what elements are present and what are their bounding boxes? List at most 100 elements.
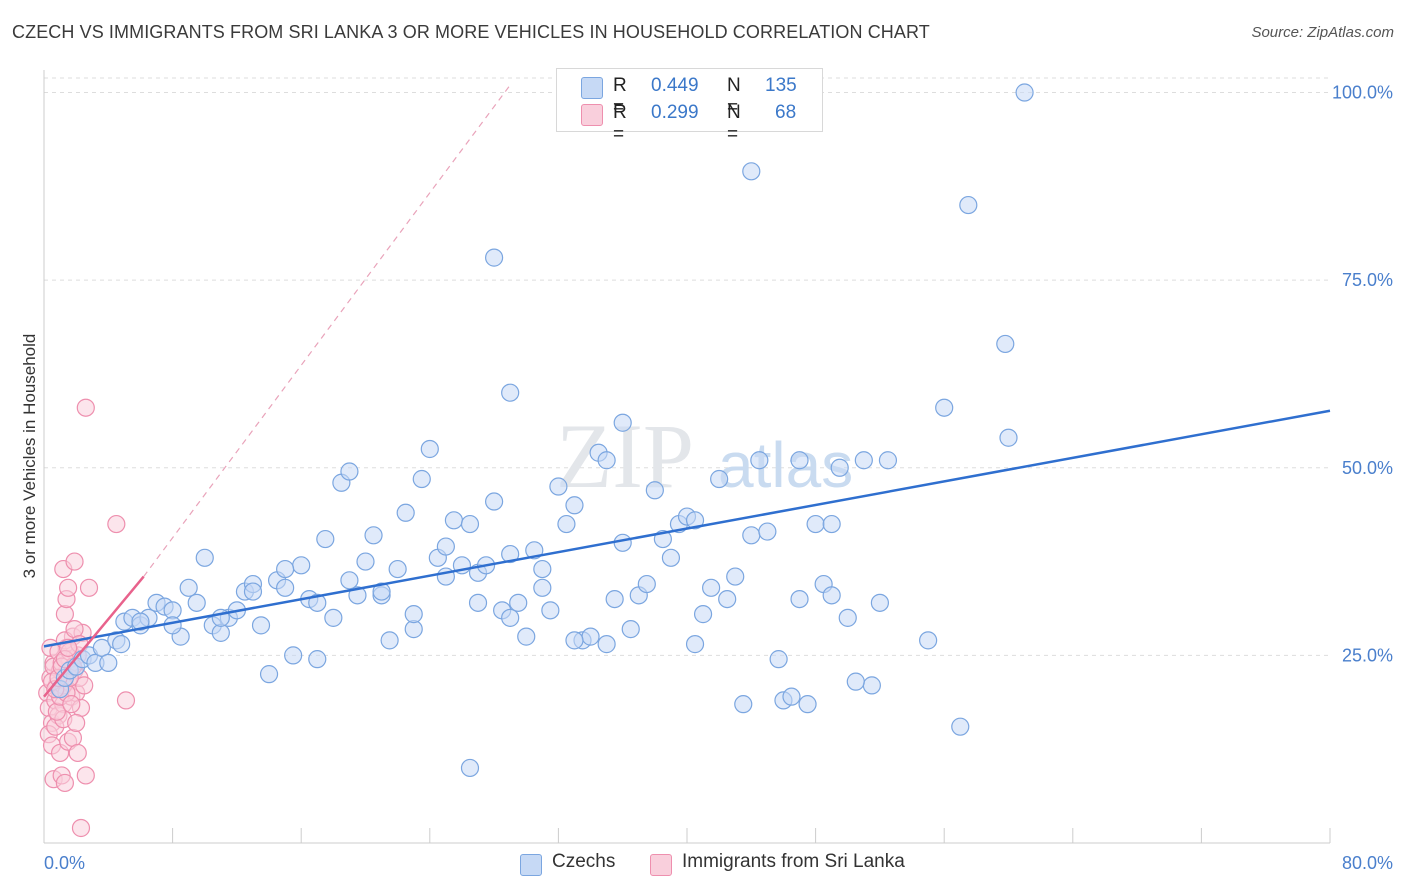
sri-lanka-point — [107, 514, 126, 534]
czech-point — [838, 608, 857, 627]
czech-point — [187, 593, 206, 612]
sri-lanka-trend-line — [43, 575, 145, 698]
czech-point — [613, 533, 632, 552]
czech-point — [243, 582, 263, 601]
sri-lanka-point — [65, 552, 84, 571]
sri-lanka-point — [76, 766, 95, 785]
axes: 0.0% 80.0% 3 or more Vehicles in Househo… — [20, 70, 1393, 873]
czech-point — [92, 638, 111, 657]
series-legend: Czechs Immigrants from Sri Lanka — [0, 851, 1406, 879]
czech-point — [742, 526, 761, 545]
gridlines: 25.0% 50.0% 75.0% 100.0% — [44, 77, 1393, 665]
czech-point — [710, 469, 729, 489]
czech-point — [661, 548, 681, 567]
sri-lanka-point — [65, 620, 84, 639]
czech-point — [396, 503, 415, 522]
czech-point — [340, 571, 359, 590]
czech-point — [734, 695, 753, 714]
czech-point — [468, 593, 488, 612]
czech-point — [533, 559, 552, 579]
sri-lanka-point — [62, 695, 81, 714]
chart-title: CZECH VS IMMIGRANTS FROM SRI LANKA 3 OR … — [12, 22, 930, 42]
czech-point — [436, 537, 455, 556]
czech-point — [195, 548, 214, 567]
sri-lanka-r-label: R = — [613, 102, 627, 145]
czech-point — [637, 574, 656, 594]
czech-point — [951, 717, 970, 736]
source-credit: Source: ZipAtlas.com — [1251, 24, 1394, 41]
sri-lanka-point — [116, 691, 136, 710]
czech-point — [862, 676, 881, 695]
czech-legend-swatch — [520, 854, 542, 876]
sri-lanka-point — [55, 773, 74, 793]
czech-point — [822, 514, 841, 534]
czech-point — [742, 162, 761, 181]
czech-point — [919, 631, 938, 650]
czech-r-value: 0.449 — [651, 75, 699, 96]
czech-point — [878, 451, 898, 470]
sri-lanka-point — [76, 398, 95, 417]
y-tick-label: 50.0% — [1342, 458, 1393, 478]
czech-point — [517, 627, 536, 646]
sri-lanka-r-value: 0.299 — [651, 102, 699, 123]
sri-lanka-point — [71, 818, 91, 838]
czech-point — [782, 687, 801, 706]
czech-point — [613, 413, 632, 432]
czech-point — [364, 526, 383, 545]
czech-point — [822, 586, 841, 605]
czech-point — [284, 646, 303, 665]
czech-point — [533, 578, 552, 597]
czech-point — [179, 578, 198, 597]
y-axis-label: 3 or more Vehicles in Household — [20, 334, 39, 579]
x-tick-label-min: 0.0% — [44, 853, 85, 873]
czech-point — [726, 567, 745, 586]
czech-point — [412, 469, 431, 489]
czech-point — [999, 428, 1018, 447]
y-tick-label: 75.0% — [1342, 270, 1393, 290]
sri-lanka-point — [67, 713, 86, 733]
czech-point — [645, 481, 664, 500]
czech-point — [549, 477, 568, 496]
czech-point — [769, 650, 788, 669]
czech-point — [565, 496, 584, 515]
sri-lanka-point — [75, 676, 94, 695]
sri-lanka-n-value: 68 — [775, 102, 797, 123]
sri-lanka-point — [68, 743, 87, 763]
sri-lanka-point — [63, 728, 83, 748]
sri-lanka-point — [55, 605, 74, 624]
czech-legend-label: Czechs — [552, 851, 616, 872]
czech-point — [854, 451, 873, 470]
czech-point — [597, 635, 616, 654]
czech-point — [830, 458, 849, 477]
czech-point — [685, 511, 705, 530]
czech-point — [758, 522, 777, 541]
czech-points — [50, 83, 1034, 778]
sri-lanka-swatch — [581, 104, 603, 126]
czech-point — [702, 578, 721, 597]
czech-point — [790, 451, 809, 470]
czech-point — [935, 398, 954, 417]
czech-n-value: 135 — [765, 75, 797, 96]
czech-swatch — [581, 77, 603, 99]
czech-point — [276, 578, 295, 597]
sri-lanka-trend-extrapolation — [143, 84, 511, 577]
czech-point — [541, 601, 560, 620]
x-tick-label-max: 80.0% — [1342, 853, 1393, 873]
watermark-atlas: atlas — [718, 429, 853, 501]
czech-point — [509, 593, 528, 612]
czech-point — [996, 334, 1015, 354]
y-tick-label: 25.0% — [1342, 645, 1393, 665]
czech-point — [870, 593, 890, 612]
czech-point — [806, 514, 825, 534]
sri-lanka-legend-label: Immigrants from Sri Lanka — [682, 851, 905, 872]
czech-point — [380, 631, 399, 650]
czech-point — [460, 514, 480, 534]
czech-trend-line — [43, 409, 1331, 648]
czech-point — [501, 383, 520, 402]
czech-point — [846, 672, 865, 691]
czech-point — [372, 582, 391, 601]
czech-point — [621, 620, 640, 639]
czech-point — [693, 605, 713, 624]
sri-lanka-n-label: N = — [727, 102, 741, 145]
